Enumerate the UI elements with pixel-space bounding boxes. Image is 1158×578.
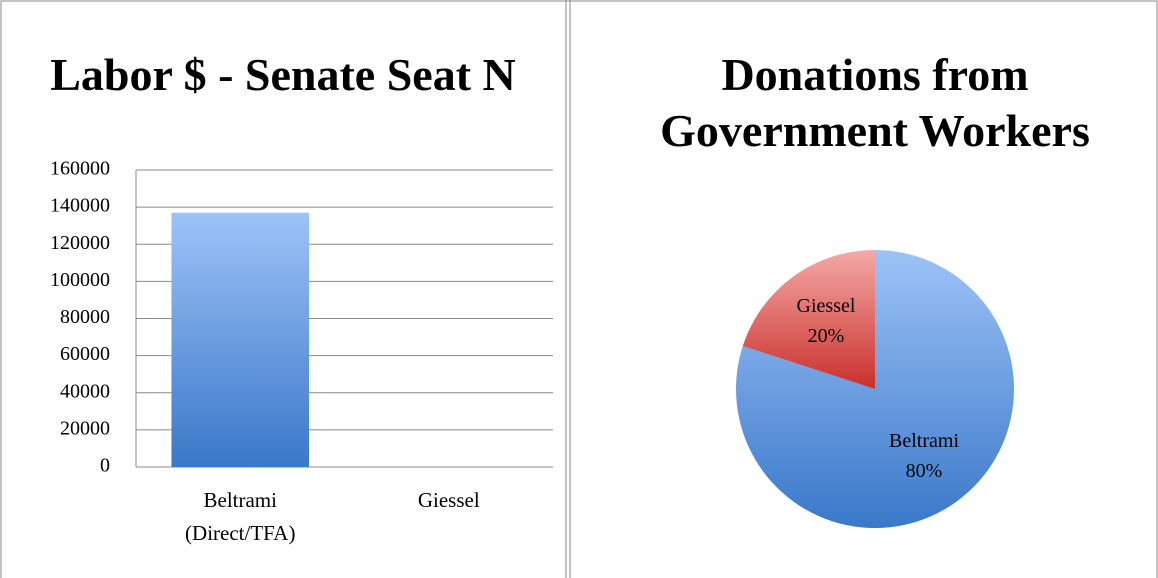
chart-title: Labor $ - Senate Seat N	[50, 49, 516, 100]
slice-value: 80%	[906, 460, 943, 482]
bar	[171, 212, 310, 467]
y-tick-label: 140000	[50, 195, 110, 217]
y-tick-label: 40000	[60, 380, 110, 402]
y-tick-label: 80000	[60, 306, 110, 328]
slice-name: Giessel	[797, 295, 856, 317]
y-tick-label: 20000	[60, 417, 110, 439]
y-tick-label: 100000	[50, 269, 110, 291]
chart-title: Donations from Government Workers	[660, 49, 1090, 156]
pie-slice	[742, 250, 875, 389]
y-tick-label: 160000	[50, 158, 110, 180]
x-tick-label: Beltrami (Direct/TFA)	[185, 488, 296, 545]
slice-name: Beltrami	[889, 430, 959, 452]
y-tick-label: 0	[100, 455, 110, 477]
x-tick-label: Giessel	[417, 488, 480, 512]
slice-value: 20%	[808, 325, 845, 347]
y-tick-label: 120000	[50, 232, 110, 254]
y-tick-label: 60000	[60, 343, 110, 365]
